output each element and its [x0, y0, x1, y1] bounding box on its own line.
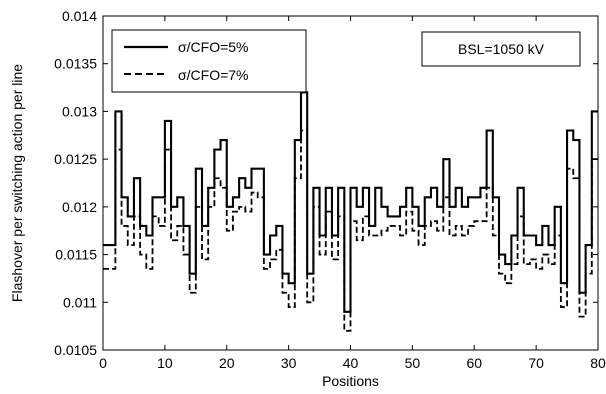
annotation-box	[421, 31, 581, 67]
legend-box	[111, 29, 307, 93]
y-tick-label: 0.0115	[55, 247, 97, 263]
legend-label-sigma-5: σ/CFO=5%	[178, 39, 249, 55]
legend-label-sigma-7: σ/CFO=7%	[178, 67, 249, 83]
x-tick-label: 30	[281, 355, 297, 371]
series-layer	[103, 91, 598, 332]
x-tick-label: 40	[343, 355, 359, 371]
x-tick-label: 50	[405, 355, 421, 371]
x-tick-label: 10	[157, 355, 173, 371]
x-axis-title: Positions	[322, 373, 379, 389]
y-tick-label: 0.0105	[54, 342, 97, 358]
x-tick-label: 60	[466, 355, 482, 371]
legend: σ/CFO=5% σ/CFO=7%	[111, 29, 307, 93]
x-tick-label: 80	[590, 355, 606, 371]
x-tick-label: 70	[528, 355, 544, 371]
x-tick-label: 20	[219, 355, 235, 371]
y-tick-label: 0.012	[62, 199, 97, 215]
y-tick-label: 0.0125	[54, 151, 97, 167]
annotation-text: BSL=1050 kV	[458, 41, 545, 57]
y-axis-title: Flashover per switching action per line	[9, 64, 25, 302]
ticks-layer: 0 10 20 30 40 50 60 70 80 0.0105 0.011 0.0115 0.012 0…	[54, 8, 606, 371]
x-tick-label: 0	[99, 355, 107, 371]
y-tick-label: 0.014	[62, 8, 97, 24]
y-tick-label: 0.0135	[54, 56, 97, 72]
y-tick-label: 0.013	[62, 103, 97, 119]
series-line-sigma-7	[103, 129, 598, 332]
annotation: BSL=1050 kV	[421, 31, 581, 67]
plot-area-frame	[102, 15, 599, 351]
y-tick-label: 0.011	[63, 294, 97, 310]
